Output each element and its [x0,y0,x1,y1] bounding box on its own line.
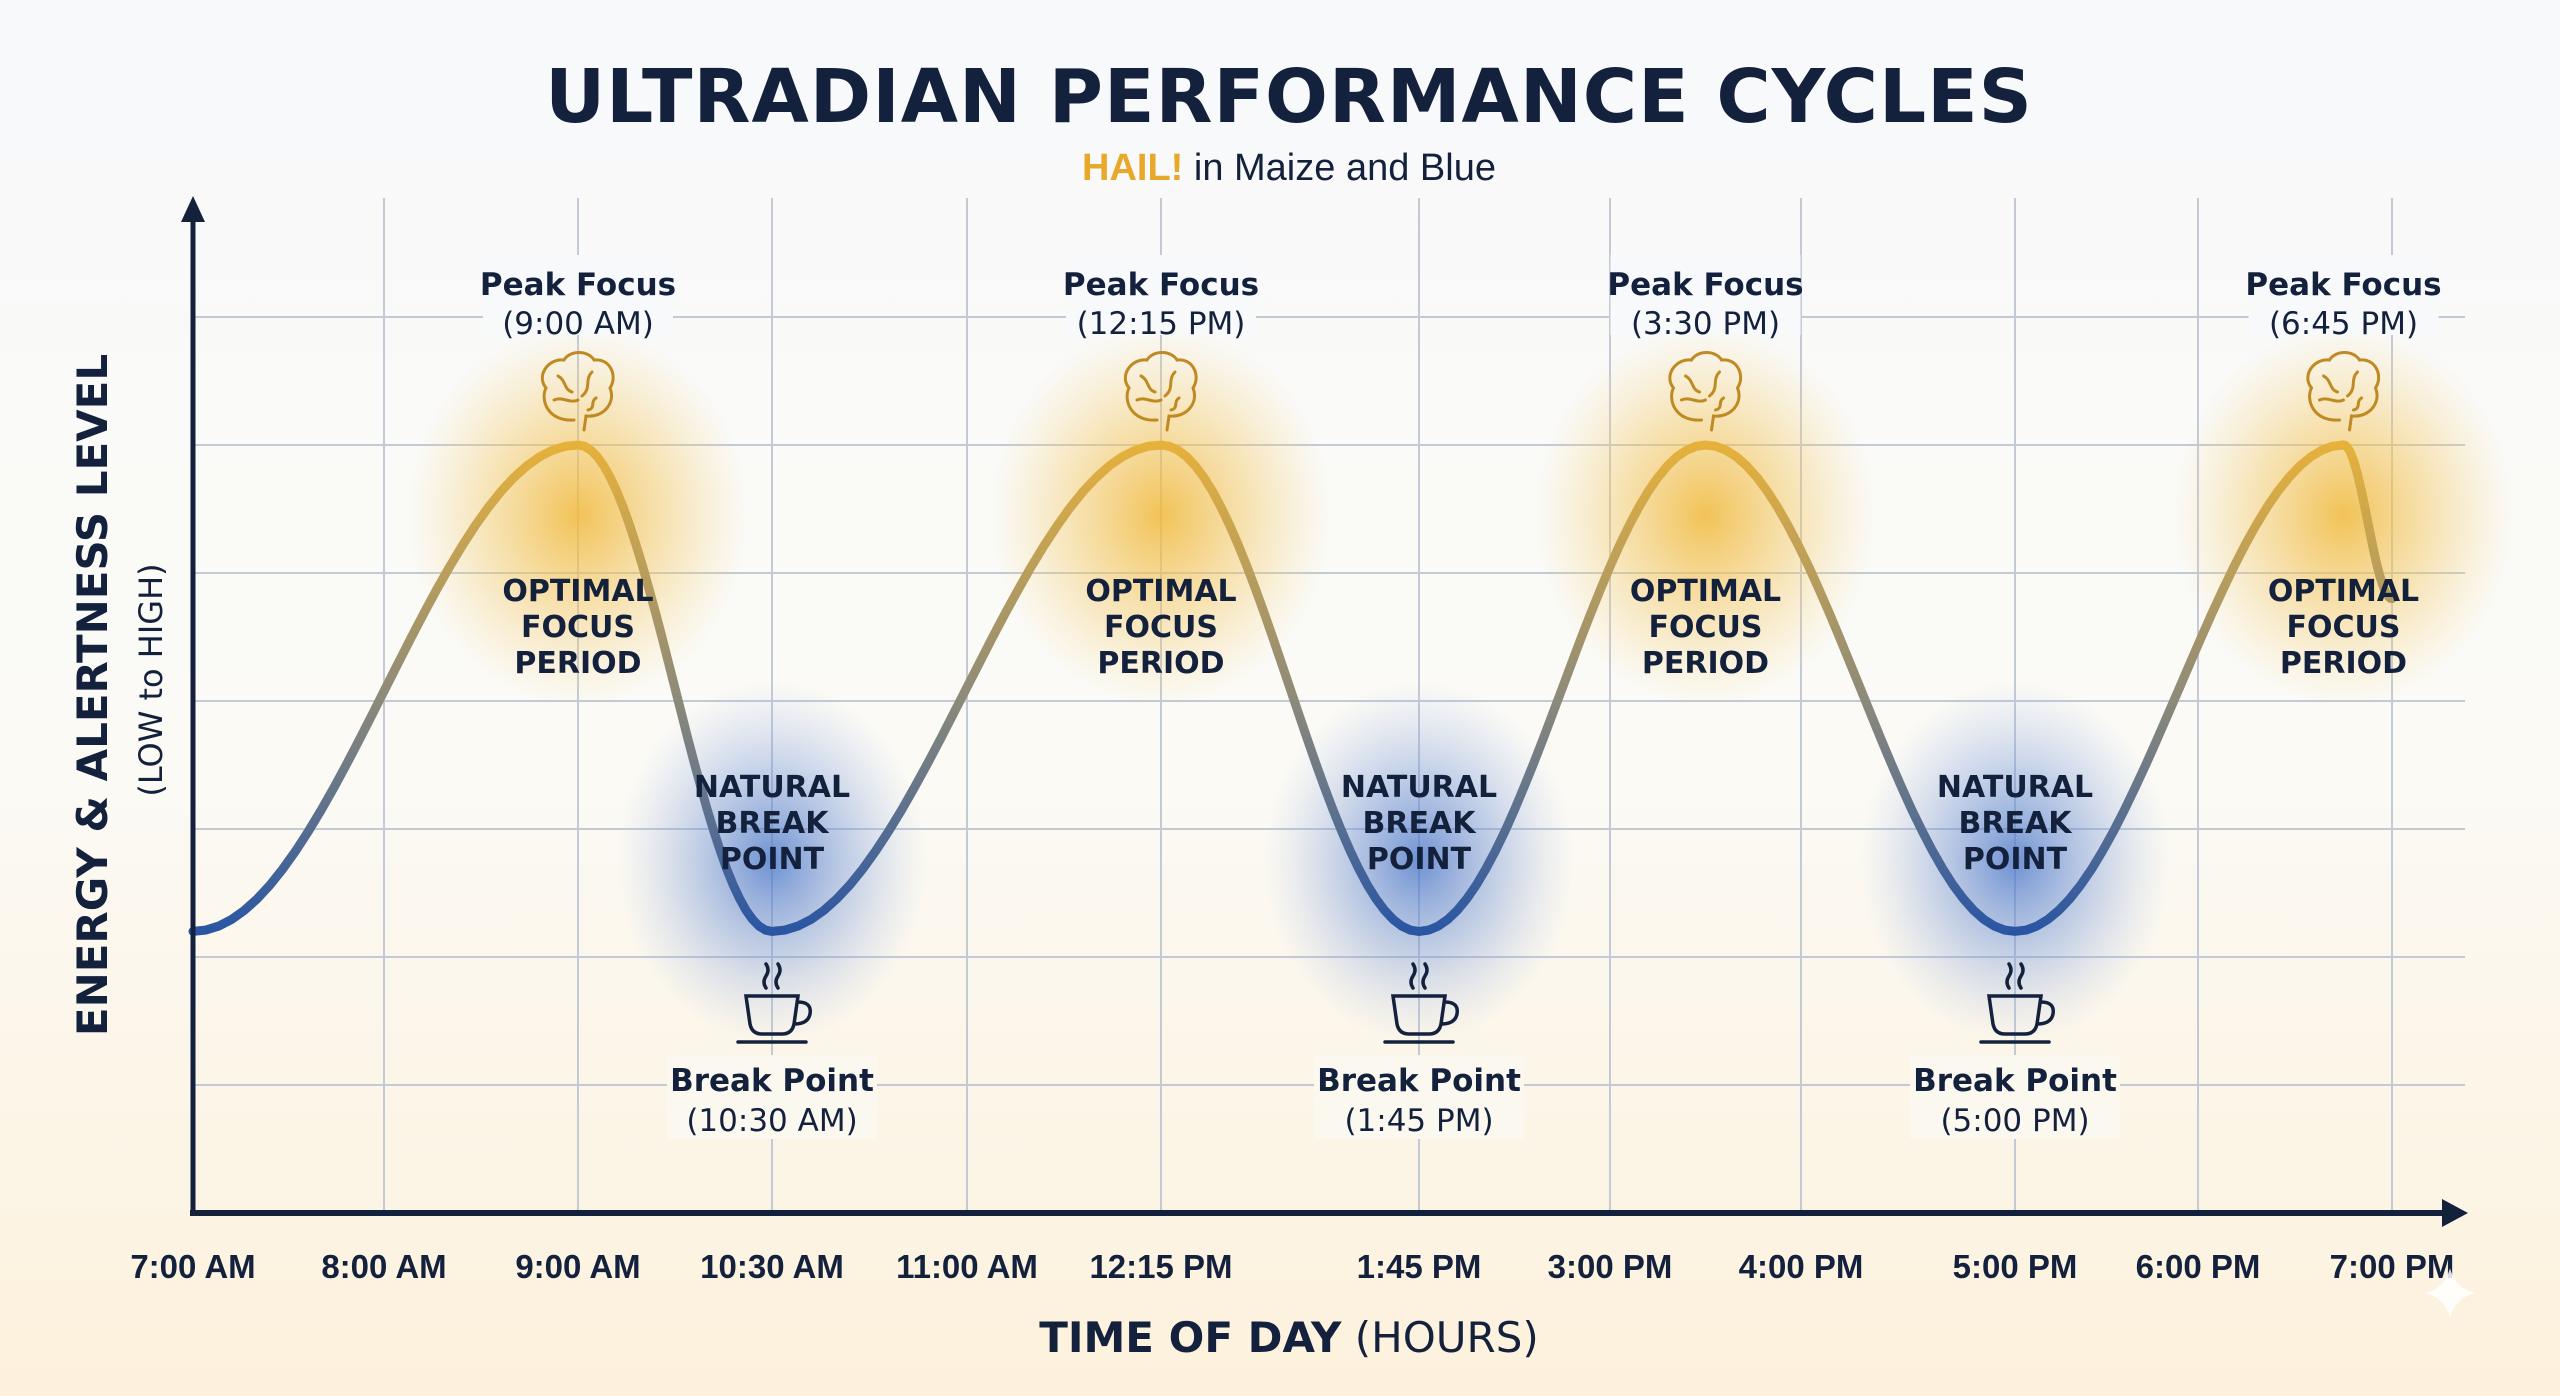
zone-label: PERIOD [514,646,641,681]
zone-label: FOCUS [2287,610,2401,645]
brain-icon [540,351,615,432]
x-tick-label: 9:00 AM [515,1248,640,1285]
zone-label: FOCUS [521,610,635,645]
zone-label: OPTIMAL [502,574,653,609]
label-backdrop [1610,255,1801,335]
zone-label: PERIOD [2280,646,2407,681]
break-glow [1860,681,2170,1042]
x-tick-label: 11:00 AM [896,1248,1038,1285]
energy-curve [188,440,2397,936]
x-tick-label: 5:00 PM [1953,1248,2078,1285]
x-tick-label: 1:45 PM [1357,1248,1482,1285]
zone-label: PERIOD [1097,646,1224,681]
subtitle-rest: in Maize and Blue [1183,147,1496,189]
x-tick-label: 12:15 PM [1089,1248,1232,1285]
chart-subtitle: HAIL! in Maize and Blue [1082,147,1496,189]
x-tick-label: 7:00 AM [130,1248,255,1285]
break-time: (10:30 AM) [686,1103,857,1139]
label-backdrop [1910,1055,2120,1139]
focus-glow [408,325,748,705]
zone-label: POINT [720,842,825,877]
break-time: (5:00 PM) [1940,1103,2089,1139]
zone-label: OPTIMAL [2268,574,2419,609]
peak-label: Peak Focus [1607,267,1803,303]
brain-icon [2306,351,2381,432]
zone-label: POINT [1963,842,2068,877]
coffee-cup-icon [1383,962,1459,1044]
chart-title: ULTRADIAN PERFORMANCE CYCLES [545,54,2033,140]
y-axis-sublabel: (LOW to HIGH) [132,563,170,796]
zone-label: OPTIMAL [1630,574,1781,609]
focus-glow [2173,325,2514,705]
x-tick-label: 3:00 PM [1548,1248,1673,1285]
x-axis-label-bold: TIME OF DAY [1039,1313,1342,1362]
zone-label: BREAK [1959,806,2074,841]
y-axis-arrow [181,196,205,222]
zone-label: NATURAL [1341,770,1497,805]
break-label: Break Point [670,1063,874,1099]
x-axis-label-rest: (HOURS) [1341,1313,1538,1362]
y-axis-label: ENERGY & ALERTNESS LEVEL [68,354,117,1036]
coffee-cup-icon [736,962,812,1044]
annotations: Peak Focus(9:00 AM)OPTIMALFOCUSPERIODPea… [480,255,2442,1139]
label-backdrop [1066,255,1256,335]
zone-label: NATURAL [1937,770,2093,805]
zone-label: OPTIMAL [1085,574,1236,609]
zone-label: BREAK [1363,806,1478,841]
focus-glow [1535,325,1876,705]
brain-icon [1668,351,1743,432]
zone-label: BREAK [716,806,831,841]
break-label: Break Point [1317,1063,1521,1099]
subtitle-highlight: HAIL! [1082,147,1183,189]
zone-label: PERIOD [1642,646,1769,681]
x-axis-label: TIME OF DAY (HOURS) [1039,1313,1539,1362]
peak-label: Peak Focus [480,267,676,303]
x-tick-labels: 7:00 AM 8:00 AM 9:00 AM 10:30 AM 11:00 AM 12:… [130,1248,2454,1285]
coffee-cup-icon [1979,962,2055,1044]
x-axis-arrow [2442,1199,2468,1227]
peak-time: (6:45 PM) [2269,306,2418,342]
break-glow [1264,681,1574,1042]
peak-label: Peak Focus [1063,267,1259,303]
focus-glow [991,325,1331,705]
break-time: (1:45 PM) [1344,1103,1493,1139]
break-label: Break Point [1913,1063,2117,1099]
sparkle-icon [2425,1268,2475,1318]
zone-label: FOCUS [1104,610,1218,645]
peak-time: (12:15 PM) [1077,306,1246,342]
label-backdrop [483,255,673,335]
zone-label: NATURAL [694,770,850,805]
label-backdrop [667,1055,877,1139]
label-backdrop [1314,1055,1524,1139]
x-tick-label: 4:00 PM [1739,1248,1864,1285]
x-tick-label: 10:30 AM [700,1248,844,1285]
peak-time: (3:30 PM) [1631,306,1780,342]
glows [408,325,2514,1042]
x-tick-label: 7:00 PM [2330,1248,2455,1285]
x-tick-label: 8:00 AM [321,1248,446,1285]
peak-label: Peak Focus [2245,267,2441,303]
brain-icon [1123,351,1198,432]
zone-label: POINT [1367,842,1472,877]
zone-label: FOCUS [1649,610,1763,645]
peak-time: (9:00 AM) [502,306,654,342]
label-backdrop [2248,255,2439,335]
x-tick-label: 6:00 PM [2136,1248,2261,1285]
